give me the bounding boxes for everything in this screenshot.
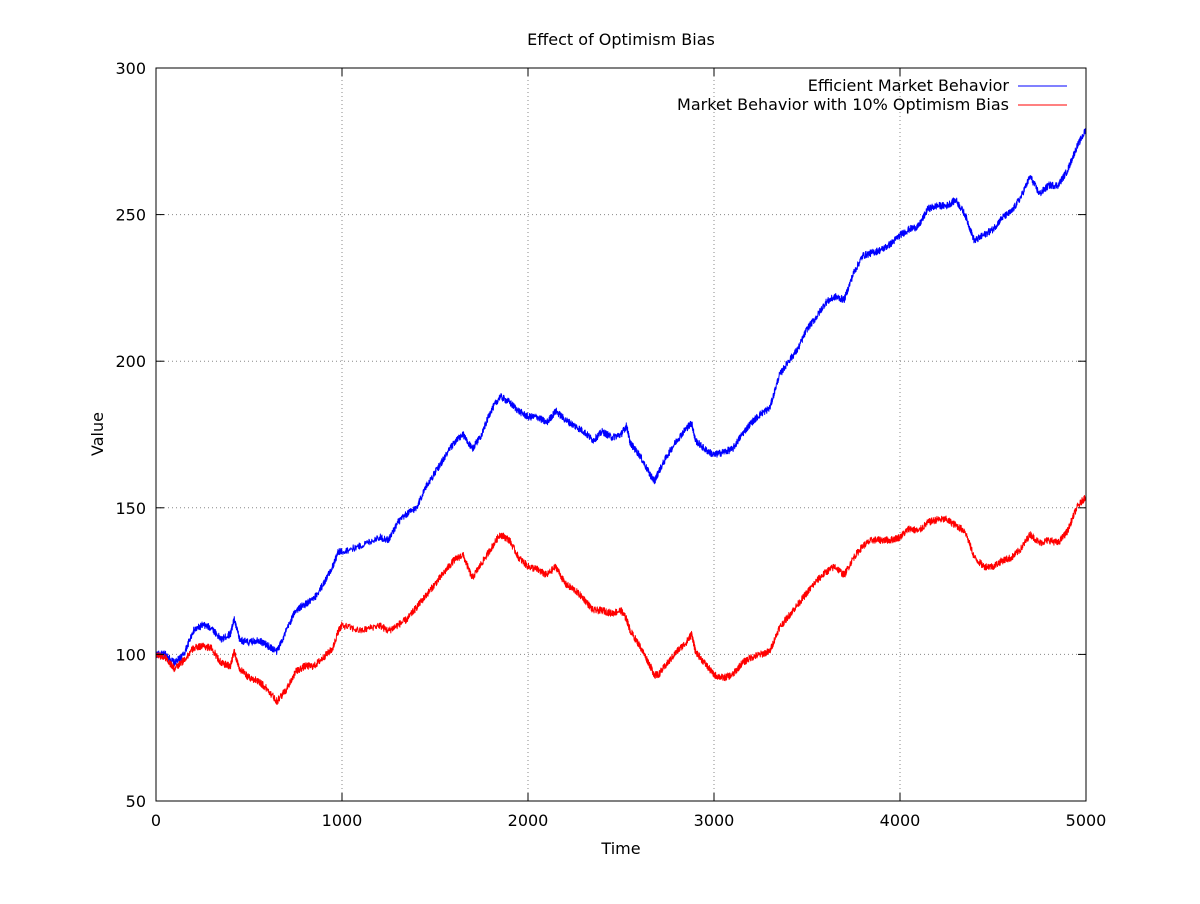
series-line-2 <box>155 494 1087 705</box>
y-axis-label: Value <box>88 412 107 456</box>
x-tick-label: 4000 <box>880 811 921 830</box>
x-tick-label: 3000 <box>694 811 735 830</box>
x-axis-label: Time <box>600 839 640 858</box>
x-tick-label: 5000 <box>1066 811 1107 830</box>
y-tick-label: 150 <box>115 499 146 518</box>
legend-label-1: Efficient Market Behavior <box>808 76 1010 95</box>
plot-frame <box>155 67 1087 802</box>
x-tick-label: 1000 <box>322 811 363 830</box>
y-tick-label: 100 <box>115 645 146 664</box>
y-tick-label: 300 <box>115 59 146 78</box>
axis-ticks: 0 1000 2000 3000 4000 5000 50 100 150 200 250 300 <box>115 59 1106 830</box>
legend-label-2: Market Behavior with 10% Optimism Bias <box>677 95 1009 114</box>
y-tick-label: 200 <box>115 352 146 371</box>
series-lines <box>155 128 1087 705</box>
grid-lines <box>156 68 1086 801</box>
y-tick-label: 50 <box>126 792 146 811</box>
chart-title: Effect of Optimism Bias <box>527 30 715 49</box>
x-tick-label: 0 <box>151 811 161 830</box>
x-tick-label: 2000 <box>508 811 549 830</box>
y-tick-label: 250 <box>115 206 146 225</box>
series-line-1 <box>155 128 1087 667</box>
